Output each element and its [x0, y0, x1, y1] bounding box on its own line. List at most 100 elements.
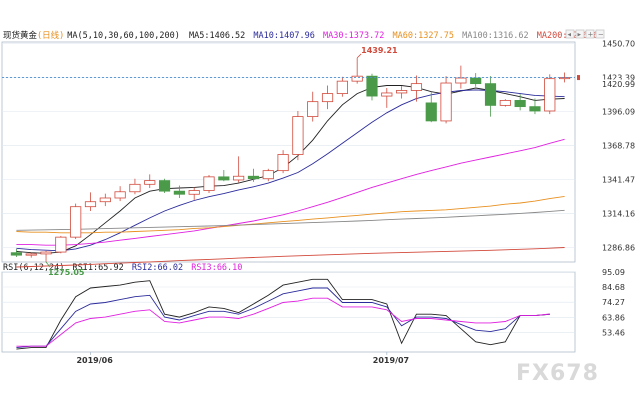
- rsi2-line: [16, 287, 550, 349]
- candle-body: [366, 75, 378, 97]
- rsi1-name: RSI1: [73, 263, 93, 273]
- candle-body: [55, 236, 67, 253]
- ma100-name: MA100: [462, 31, 488, 41]
- instrument-name: 现货黄金: [3, 30, 38, 41]
- rsi-params: RSI(6,12,24): [3, 263, 64, 273]
- candle-body: [529, 106, 541, 112]
- candle-body: [440, 82, 452, 122]
- candle-body: [188, 190, 200, 195]
- candle-body: [381, 92, 393, 97]
- zoom-in-button[interactable]: [585, 29, 595, 39]
- date-label: 2019/07: [373, 356, 409, 365]
- candle-body: [70, 206, 82, 238]
- candle-body: [351, 75, 363, 82]
- rsi1-line: [16, 278, 550, 350]
- ma100-line: [16, 209, 565, 231]
- candle-body: [233, 175, 245, 181]
- ma200-value: 1286.69: [568, 31, 604, 41]
- high-annotation: 1439.21: [361, 46, 398, 55]
- candle-body: [25, 253, 37, 256]
- price-tick-label: 1396.09: [602, 107, 635, 116]
- rsi-tick-label: 63.86: [602, 313, 625, 322]
- candle-body: [277, 154, 289, 172]
- rsi-tick-label: 74.27: [602, 298, 625, 307]
- candle-body: [158, 180, 171, 192]
- high-marker: [356, 53, 362, 59]
- ma60-value: 1327.75: [418, 31, 454, 41]
- rsi-tick-label: 84.68: [602, 283, 625, 292]
- ma10-line: [16, 89, 565, 252]
- rsi-lines: [16, 278, 550, 350]
- candle-body: [114, 191, 126, 199]
- candle-body: [455, 77, 467, 84]
- rsi2-name: RSI2: [132, 263, 152, 273]
- candle-body: [425, 102, 437, 122]
- candle-body: [129, 183, 141, 193]
- scroll-left-icon: ◂: [568, 31, 572, 39]
- rsi3-line: [16, 297, 550, 347]
- candle-body: [99, 197, 111, 203]
- candle-body: [559, 77, 571, 80]
- candle-body: [336, 80, 348, 94]
- price-header: 现货黄金(日线) MA(5,10,30,60,100,200) MA5:1406.…: [3, 30, 603, 41]
- ma10-value: 1407.96: [279, 31, 315, 41]
- scroll-right-icon: ▸: [578, 31, 582, 39]
- ma30-name: MA30: [323, 31, 343, 41]
- candle-body: [262, 170, 274, 180]
- watermark: FX678: [516, 361, 599, 386]
- rsi-panel: [1, 271, 576, 353]
- zoom-out-button[interactable]: [595, 29, 605, 39]
- date-label: 2019/06: [76, 356, 113, 365]
- last-price-marker: [577, 75, 580, 81]
- candle-body: [544, 78, 556, 112]
- candle-body: [84, 201, 97, 208]
- candle-body: [410, 83, 423, 91]
- period-label: (日线): [37, 30, 64, 41]
- scroll-right-button[interactable]: [575, 29, 585, 39]
- candle-body: [40, 251, 52, 255]
- last-price-tag: [599, 79, 629, 89]
- rsi3-value: 66.10: [217, 263, 243, 273]
- candle-body: [173, 190, 185, 195]
- zoom-in-icon: +: [588, 31, 594, 39]
- candle-body: [514, 100, 526, 108]
- candle-body: [203, 176, 215, 191]
- ma5-value: 1406.52: [209, 31, 245, 41]
- rsi2-value: 66.02: [157, 263, 183, 273]
- ma200-line: [16, 247, 565, 268]
- rsi-tick-label: 53.46: [602, 328, 625, 337]
- ma30-line: [16, 138, 565, 246]
- low-marker: [45, 261, 51, 268]
- candle-body: [484, 83, 497, 106]
- x-axis-ticks: 2019/06 2019/07: [76, 352, 409, 365]
- candlesticks: [10, 57, 571, 262]
- candle-body: [307, 101, 319, 117]
- scroll-left-button[interactable]: [565, 29, 575, 39]
- ma5-name: MA5: [189, 31, 204, 41]
- ma-params: MA(5,10,30,60,100,200): [67, 31, 180, 41]
- candle-body: [144, 180, 156, 185]
- candle-body: [10, 252, 22, 256]
- price-tick-label: 1314.16: [602, 209, 635, 218]
- candle-body: [396, 90, 408, 94]
- price-tick-label: 1450.70: [602, 40, 635, 49]
- price-tick-label: 1423.39: [602, 74, 635, 83]
- candle-body: [292, 116, 304, 155]
- candle-body: [321, 93, 334, 103]
- zoom-out-icon: −: [598, 31, 604, 39]
- price-tick-label: 1286.86: [602, 243, 635, 252]
- rsi1-value: 65.92: [98, 263, 124, 273]
- ma30-value: 1373.72: [349, 31, 385, 41]
- moving-average-lines: [16, 85, 565, 268]
- price-tick-label: 1341.47: [602, 175, 635, 184]
- chart-controls: ◂ ▸ + −: [565, 29, 605, 39]
- low-annotation: 1275.05: [48, 268, 85, 277]
- rsi-tick-label: 95.09: [602, 268, 625, 277]
- ma60-line: [16, 195, 565, 234]
- candle-body: [470, 77, 482, 85]
- rsi-header: RSI(6,12,24) RSI1:65.92 RSI2:66.02 RSI3:…: [3, 263, 242, 273]
- rsi3-name: RSI3: [191, 263, 211, 273]
- candle-body: [218, 176, 230, 181]
- ma60-name: MA60: [393, 31, 413, 41]
